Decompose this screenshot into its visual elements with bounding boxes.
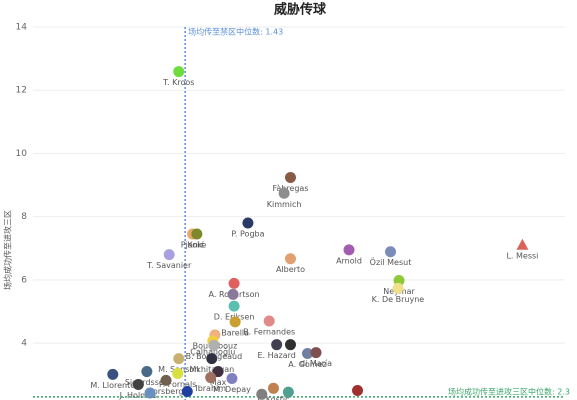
point-label: J. Holmes xyxy=(119,391,157,400)
point-label: Max xyxy=(210,378,227,387)
point-label: F. Kostić xyxy=(257,394,289,400)
point xyxy=(343,244,355,256)
point xyxy=(271,339,283,351)
reference-label: 场均成功传至进攻三区中位数: 2.3 xyxy=(448,386,570,396)
point-label: Sigurdsson xyxy=(125,378,169,387)
reference-label: 场均传至禁区中位数: 1.43 xyxy=(188,27,283,37)
point-label: T. Savanier xyxy=(146,261,192,270)
point-label: M. Depay xyxy=(213,385,251,394)
point-label: Fàbregas xyxy=(272,184,308,193)
point-label: di María xyxy=(300,359,332,368)
point-label: Özil Mesut xyxy=(370,257,412,267)
point xyxy=(132,379,144,391)
y-tick-label: 10 xyxy=(16,149,28,159)
point xyxy=(267,382,279,394)
point-label: Arnold xyxy=(336,256,362,265)
point xyxy=(278,187,290,199)
y-tick-label: 8 xyxy=(21,212,27,222)
point xyxy=(228,277,240,289)
point xyxy=(191,228,203,240)
y-tick-label: 6 xyxy=(21,275,27,285)
point-label: Forsberg xyxy=(149,387,184,396)
point-label: L. Messi xyxy=(506,251,538,260)
point-label: Ibrahim xyxy=(195,384,226,393)
y-tick-label: 4 xyxy=(21,339,27,349)
point xyxy=(172,367,184,379)
point xyxy=(181,385,193,397)
point xyxy=(141,366,153,378)
point xyxy=(282,386,294,398)
point xyxy=(212,366,224,378)
point xyxy=(228,300,240,312)
point xyxy=(516,238,529,250)
y-tick-label: 12 xyxy=(16,86,27,96)
point xyxy=(242,217,254,229)
point xyxy=(284,253,296,265)
point xyxy=(173,353,185,365)
point xyxy=(227,288,239,300)
point-label: Alberto xyxy=(276,265,305,274)
point-label: Pjanić xyxy=(181,240,205,250)
point xyxy=(284,171,296,183)
point-label: T. Kroos xyxy=(162,78,194,87)
y-axis-label: 场均成功传至进攻三区 xyxy=(3,210,13,290)
point xyxy=(144,387,156,399)
point-label: Çalhanoğlu xyxy=(190,347,235,356)
point xyxy=(263,315,275,327)
point xyxy=(310,347,322,359)
point xyxy=(392,282,404,294)
point-label: A. Gomez xyxy=(288,360,326,369)
point xyxy=(173,66,185,78)
point xyxy=(352,385,364,397)
point xyxy=(256,388,268,400)
chart-title: 威胁传球 xyxy=(274,2,327,18)
point-label: P. Pogba xyxy=(231,229,264,238)
point-label: K. De Bruyne xyxy=(372,295,425,304)
point xyxy=(208,339,220,351)
point-label: E. Hazard xyxy=(257,351,295,360)
point xyxy=(160,374,172,386)
point-label: P. Fornals xyxy=(159,380,196,389)
point xyxy=(107,368,119,380)
point xyxy=(226,373,238,385)
point xyxy=(302,348,314,360)
point xyxy=(229,316,241,328)
y-tick-label: 14 xyxy=(16,23,28,33)
point xyxy=(163,249,175,261)
point-label: M. Llorente xyxy=(90,381,135,390)
point-label: B. Fernandes xyxy=(243,327,295,336)
point-label: Koke xyxy=(187,241,206,250)
point-label: Mkhitaryan xyxy=(189,365,234,374)
point xyxy=(205,372,217,384)
point xyxy=(206,353,218,365)
point-label: Kimmich xyxy=(267,200,302,209)
point xyxy=(284,339,296,351)
point-label: Barella xyxy=(221,328,249,337)
point xyxy=(385,246,397,258)
